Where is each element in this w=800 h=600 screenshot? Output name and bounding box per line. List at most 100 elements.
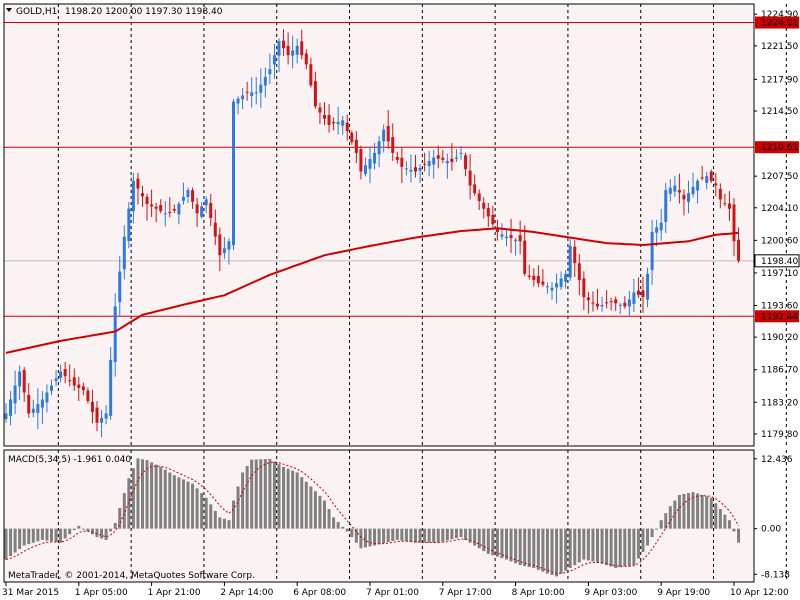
macd-bar bbox=[50, 528, 53, 542]
macd-bar bbox=[650, 528, 654, 538]
macd-bar bbox=[591, 528, 595, 562]
macd-bar bbox=[677, 494, 681, 529]
macd-bar bbox=[250, 459, 254, 529]
price-tick-label: 1186.70 bbox=[761, 366, 798, 376]
candle bbox=[391, 123, 395, 161]
candle bbox=[709, 169, 713, 184]
candle-body bbox=[241, 95, 245, 100]
macd-bar bbox=[614, 528, 618, 568]
macd-bar bbox=[90, 528, 94, 535]
candle bbox=[450, 143, 454, 171]
macd-bar bbox=[418, 528, 422, 543]
candle-body bbox=[655, 227, 659, 233]
candle bbox=[482, 197, 486, 219]
macd-bar bbox=[464, 528, 468, 540]
macd-bar bbox=[254, 459, 258, 529]
macd-bar bbox=[709, 497, 713, 529]
candle-body bbox=[286, 45, 290, 56]
time-tick-label: 7 Apr 01:00 bbox=[366, 588, 419, 598]
macd-bar bbox=[391, 528, 395, 541]
macd-bar bbox=[313, 491, 317, 529]
time-tick-label: 6 Apr 08:00 bbox=[293, 588, 346, 598]
candle bbox=[573, 240, 577, 278]
candle bbox=[318, 102, 322, 125]
candle bbox=[136, 172, 140, 205]
macd-bar bbox=[218, 517, 222, 529]
macd-bar bbox=[245, 466, 249, 529]
candle-body bbox=[386, 126, 390, 142]
candle bbox=[627, 290, 631, 317]
candle bbox=[418, 164, 422, 184]
candle-body bbox=[363, 165, 367, 175]
candle bbox=[368, 146, 372, 184]
macd-bar bbox=[727, 520, 731, 529]
macd-bar bbox=[172, 475, 176, 529]
candle-body bbox=[418, 168, 422, 171]
candle bbox=[77, 376, 81, 402]
candle bbox=[218, 227, 222, 271]
macd-bar bbox=[104, 528, 108, 540]
triangle-down-icon[interactable] bbox=[6, 8, 12, 12]
candle bbox=[491, 205, 495, 228]
candle-body bbox=[432, 157, 436, 165]
time-tick-label: 1 Apr 21:00 bbox=[148, 588, 201, 598]
macd-bar bbox=[564, 528, 568, 571]
candle bbox=[464, 152, 468, 177]
candle-body bbox=[614, 299, 618, 304]
candle bbox=[213, 209, 217, 246]
candle-body bbox=[113, 306, 117, 363]
candle bbox=[323, 102, 326, 126]
candle-body bbox=[586, 297, 590, 301]
candle bbox=[4, 403, 8, 423]
candle bbox=[409, 154, 413, 183]
macd-bar bbox=[400, 528, 404, 541]
candle bbox=[664, 183, 668, 234]
candle-body bbox=[436, 155, 440, 159]
macd-bar bbox=[286, 468, 290, 529]
candle-body bbox=[682, 194, 686, 200]
candle bbox=[90, 389, 94, 424]
candle bbox=[523, 225, 527, 277]
macd-bar bbox=[696, 493, 700, 529]
ohlc-label: 1198.20 1200.00 1197.30 1198.40 bbox=[65, 7, 223, 17]
macd-grid-lines bbox=[57, 450, 787, 582]
candle-body bbox=[664, 190, 668, 222]
macd-bar bbox=[81, 528, 85, 530]
macd-bar bbox=[450, 528, 454, 540]
time-axis: 31 Mar 2015 1 Apr 05:00 1 Apr 21:00 2 Apr 1… bbox=[2, 582, 789, 598]
candle-body bbox=[727, 203, 731, 209]
candle-body bbox=[700, 177, 704, 179]
candle-body bbox=[54, 378, 58, 381]
candle-body bbox=[600, 304, 604, 307]
candle-body bbox=[568, 245, 572, 278]
candle bbox=[309, 57, 313, 88]
macd-bar bbox=[109, 528, 113, 532]
macd-bar bbox=[304, 481, 308, 529]
candle-body bbox=[659, 222, 663, 231]
candle-body bbox=[591, 302, 595, 304]
candle-body bbox=[632, 292, 636, 304]
time-tick-label: 8 Apr 10:00 bbox=[512, 588, 565, 598]
candle-body bbox=[127, 208, 131, 242]
candle bbox=[191, 187, 195, 209]
candle-body bbox=[218, 234, 222, 256]
candle-body bbox=[154, 206, 158, 209]
candle-body bbox=[404, 168, 408, 170]
price-tick-label: 1207.50 bbox=[761, 172, 798, 182]
candle bbox=[727, 191, 731, 221]
time-tick-label: 7 Apr 17:00 bbox=[439, 588, 492, 598]
macd-bar bbox=[59, 528, 63, 543]
candle bbox=[295, 38, 299, 64]
candle bbox=[468, 154, 472, 200]
candle-body bbox=[641, 290, 645, 298]
level-price-label: 1210.61 bbox=[761, 143, 798, 153]
symbol-label: GOLD,H1 bbox=[16, 7, 57, 17]
copyright-label: MetaTrader, © 2001-2014, MetaQuotes Soft… bbox=[8, 571, 255, 581]
candle-body bbox=[9, 399, 13, 416]
candle-body bbox=[377, 141, 381, 155]
candle bbox=[732, 198, 736, 257]
candle-body bbox=[141, 193, 144, 197]
candle bbox=[31, 399, 35, 418]
candle-body bbox=[263, 76, 267, 86]
